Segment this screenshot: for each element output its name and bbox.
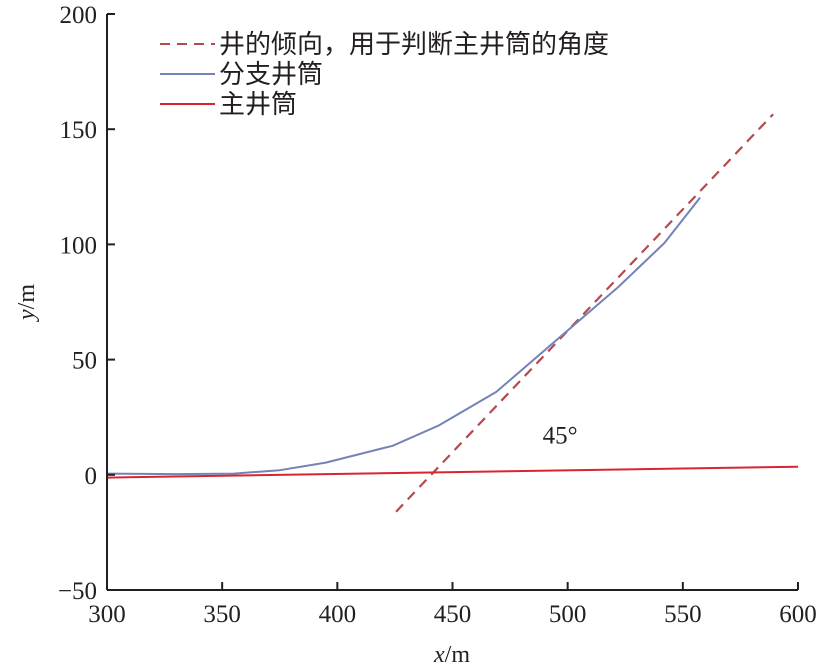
y-tick-label: 50 (72, 348, 97, 375)
y-tick-label: 150 (60, 117, 98, 144)
y-tick-label: −50 (58, 578, 97, 605)
y-tick-label: 100 (60, 232, 98, 259)
x-tick-label: 550 (664, 601, 702, 628)
legend-label-1: 分支井筒 (219, 60, 323, 90)
x-tick-label: 350 (203, 601, 241, 628)
x-tick-label: 600 (779, 601, 817, 628)
x-axis-label: x/m (433, 642, 470, 668)
x-tick-label: 300 (88, 601, 126, 628)
legend-label-0: 井的倾向，用于判断主井筒的角度 (219, 30, 609, 60)
series-line-0 (395, 113, 774, 513)
plot-area (106, 113, 799, 513)
y-tick-label: 0 (85, 463, 98, 490)
angle-annotation: 45° (543, 422, 578, 449)
y-tick-label: 200 (60, 2, 98, 29)
x-tick-label: 500 (549, 601, 587, 628)
series-line-2 (106, 465, 799, 479)
series-line-1 (106, 196, 701, 476)
legend-label-2: 主井筒 (219, 90, 297, 120)
y-axis-label: y/m (14, 284, 40, 322)
axes: 300 350 400 450 500 550 600 −50 0 50 100 150 200 (58, 2, 817, 628)
x-tick-label: 400 (319, 601, 357, 628)
x-tick-label: 450 (434, 601, 472, 628)
